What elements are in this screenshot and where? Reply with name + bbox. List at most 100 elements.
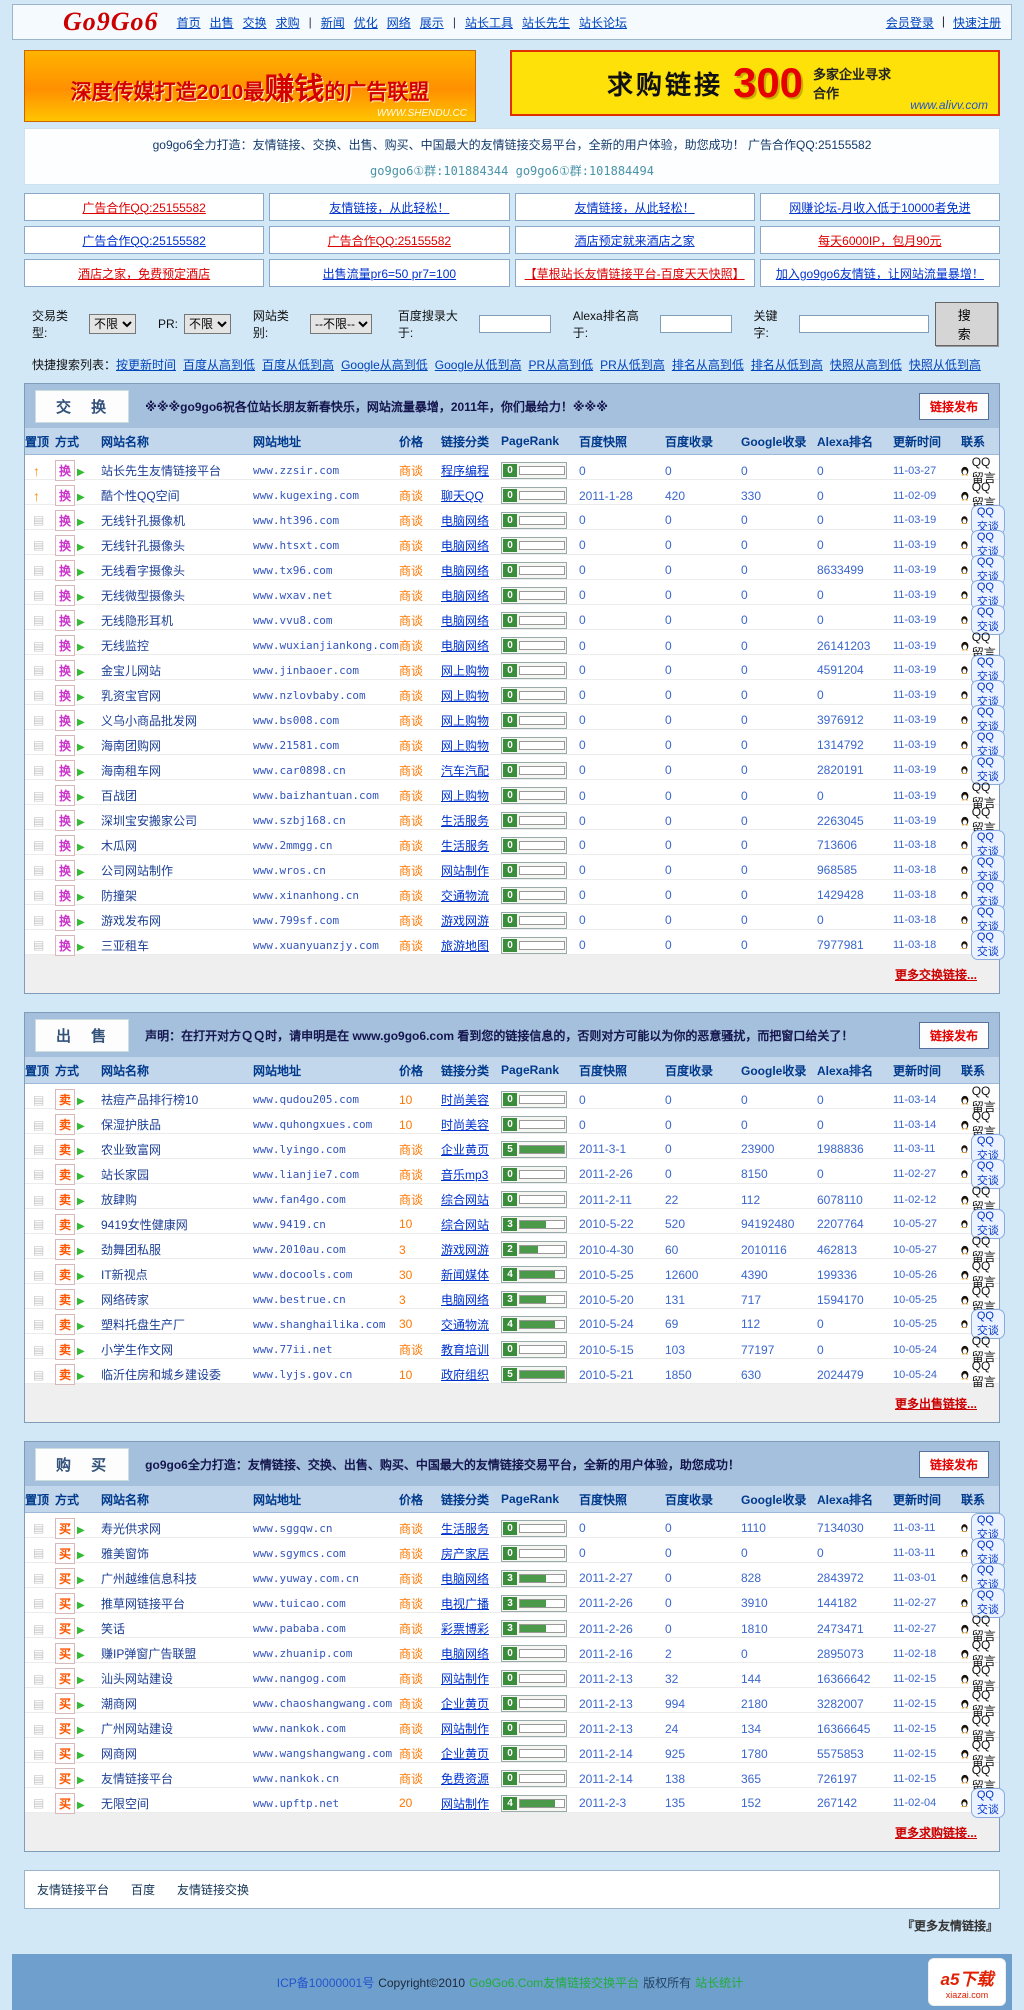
site-name-link[interactable]: 木瓜网 [101, 838, 138, 853]
site-name-link[interactable]: 网络砖家 [101, 1293, 150, 1307]
ad-text-link[interactable]: 广告合作QQ:25155582 [82, 233, 206, 248]
site-name-link[interactable]: 雅美窗饰 [101, 1546, 150, 1561]
category-link[interactable]: 电脑网络 [441, 588, 490, 603]
category-link[interactable]: 彩票博彩 [441, 1622, 490, 1636]
category-link[interactable]: 教育培训 [441, 1343, 490, 1357]
qq-contact-button[interactable]: QQ留言 [961, 1234, 999, 1265]
category-link[interactable]: 免费资源 [441, 1772, 490, 1786]
friend-link[interactable]: 友情链接交换 [177, 1883, 250, 1897]
quick-search-link[interactable]: 百度从低到高 [262, 358, 335, 372]
ad-text-link[interactable]: 网赚论坛-月收入低于10000者免进 [789, 200, 971, 215]
qq-contact-button[interactable]: QQ留言 [961, 1613, 999, 1644]
quick-search-link[interactable]: Google从低到高 [434, 358, 522, 372]
site-name-link[interactable]: 深圳宝安搬家公司 [101, 814, 198, 828]
ad-text-link[interactable]: 酒店之家，免费预定酒店 [78, 266, 211, 281]
site-name-link[interactable]: 游戏发布网 [101, 913, 162, 928]
category-link[interactable]: 聊天QQ [441, 489, 484, 503]
category-link[interactable]: 网上购物 [441, 663, 490, 678]
site-name-link[interactable]: 放肆购 [101, 1193, 138, 1207]
publish-link-button[interactable]: 链接发布 [918, 1450, 989, 1478]
category-link[interactable]: 电视广播 [441, 1596, 490, 1611]
category-link[interactable]: 网站制作 [441, 1796, 490, 1811]
nav-link-网络[interactable]: 网络 [386, 15, 411, 30]
category-link[interactable]: 音乐mp3 [441, 1167, 489, 1182]
qq-contact-button[interactable]: QQ交谈 [961, 1159, 1006, 1189]
ad-banner-shendu[interactable]: 深度传媒打造2010最赚钱的广告联盟 WWW.SHENDU.CC [24, 50, 476, 122]
quick-search-link[interactable]: 排名从高到低 [671, 358, 744, 372]
category-link[interactable]: 网站制作 [441, 863, 490, 878]
category-link[interactable]: 网上购物 [441, 738, 490, 753]
site-name-link[interactable]: 站长家园 [101, 1167, 150, 1182]
category-link[interactable]: 时尚美容 [441, 1118, 490, 1132]
site-name-link[interactable]: 祛痘产品排行榜10 [101, 1093, 199, 1107]
ad-text-link[interactable]: 每天6000IP，包月90元 [818, 233, 942, 248]
friend-link[interactable]: 百度 [131, 1883, 156, 1897]
site-name-link[interactable]: 无线看字摄像头 [101, 563, 186, 578]
qq-contact-button[interactable]: QQ交谈 [961, 1788, 1006, 1818]
category-link[interactable]: 游戏网游 [441, 1243, 490, 1257]
site-name-link[interactable]: 无线针孔摄像机 [101, 513, 186, 528]
site-name-link[interactable]: 友情链接平台 [101, 1772, 174, 1786]
ad-text-link[interactable]: 酒店预定就来酒店之家 [574, 233, 695, 248]
site-name-link[interactable]: 无线针孔摄像头 [101, 538, 186, 553]
site-name-link[interactable]: 推草网链接平台 [101, 1596, 186, 1611]
site-name-link[interactable]: IT新视点 [101, 1268, 148, 1282]
qq-contact-button[interactable]: QQ交谈 [961, 1588, 1006, 1618]
qq-contact-button[interactable]: QQ交谈 [961, 1209, 1006, 1239]
quick-search-link[interactable]: Google从高到低 [341, 358, 428, 372]
alexa-rank-input[interactable] [659, 315, 732, 333]
nav-link-首页[interactable]: 首页 [176, 15, 201, 30]
site-name-link[interactable]: 三亚租车 [101, 938, 150, 953]
nav-link-站长先生[interactable]: 站长先生 [521, 15, 570, 30]
site-name-link[interactable]: 潮商网 [101, 1697, 138, 1711]
quick-search-link[interactable]: PR从高到低 [528, 358, 594, 372]
category-link[interactable]: 电脑网络 [441, 1571, 490, 1586]
site-name-link[interactable]: 无线微型摄像头 [101, 588, 186, 603]
more-friend-links-link[interactable]: 『更多友情链接』 [901, 1919, 998, 1933]
account-link[interactable]: 会员登录 [885, 15, 934, 30]
site-name-link[interactable]: 海南租车网 [101, 763, 162, 778]
quick-search-link[interactable]: 百度从高到低 [183, 358, 256, 372]
site-name-link[interactable]: 百战团 [101, 789, 138, 803]
site-name-link[interactable]: 义乌小商品批发网 [101, 713, 198, 728]
category-link[interactable]: 政府组织 [441, 1368, 490, 1382]
quick-search-link[interactable]: 快照从高到低 [829, 358, 902, 372]
site-name-link[interactable]: 劲舞团私服 [101, 1243, 162, 1257]
quick-search-link[interactable]: 快照从低到高 [908, 358, 981, 372]
category-link[interactable]: 电脑网络 [441, 1647, 490, 1661]
qq-contact-button[interactable]: QQ交谈 [961, 1309, 1006, 1339]
site-name-link[interactable]: 广州网站建设 [101, 1722, 174, 1736]
category-link[interactable]: 汽车汽配 [441, 763, 490, 778]
category-link[interactable]: 网上购物 [441, 789, 490, 803]
category-link[interactable]: 旅游地图 [441, 938, 490, 953]
a5-download-logo[interactable]: a5下载 xiazai.com [928, 1958, 1006, 2006]
baidu-indexed-input[interactable] [478, 315, 551, 333]
site-name-link[interactable]: 公司网站制作 [101, 863, 174, 878]
site-name-link[interactable]: 乳资宝官网 [101, 688, 162, 703]
nav-link-站长论坛[interactable]: 站长论坛 [578, 15, 627, 30]
account-link[interactable]: 快速注册 [952, 15, 1001, 30]
more-links-link[interactable]: 更多交换链接... [894, 967, 977, 982]
qq-contact-button[interactable]: QQ交谈 [961, 605, 1006, 635]
publish-link-button[interactable]: 链接发布 [918, 1021, 989, 1049]
site-name-link[interactable]: 汕头网站建设 [101, 1672, 174, 1686]
site-name-link[interactable]: 金宝儿网站 [101, 663, 162, 678]
ad-text-link[interactable]: 广告合作QQ:25155582 [82, 200, 206, 215]
keyword-input[interactable] [798, 315, 929, 333]
category-link[interactable]: 新闻媒体 [441, 1268, 490, 1282]
ad-text-link[interactable]: 出售流量pr6=50 pr7=100 [322, 266, 457, 281]
category-link[interactable]: 综合网站 [441, 1217, 490, 1232]
pr-select[interactable]: 不限 [183, 314, 231, 334]
ad-text-link[interactable]: 友情链接，从此轻松！ [329, 200, 450, 215]
category-link[interactable]: 游戏网游 [441, 913, 490, 928]
site-name-link[interactable]: 防撞架 [101, 888, 138, 903]
site-name-link[interactable]: 保湿护肤品 [101, 1118, 162, 1132]
category-select[interactable]: --不限-- [309, 314, 372, 334]
quick-search-link[interactable]: PR从低到高 [600, 358, 665, 372]
category-link[interactable]: 电脑网络 [441, 513, 490, 528]
qq-contact-button[interactable]: QQ留言 [961, 1738, 999, 1769]
qq-contact-button[interactable]: QQ留言 [961, 1259, 999, 1290]
category-link[interactable]: 房产家居 [441, 1546, 490, 1561]
site-name-link[interactable]: 无线隐形耳机 [101, 613, 174, 628]
category-link[interactable]: 电脑网络 [441, 1293, 490, 1307]
